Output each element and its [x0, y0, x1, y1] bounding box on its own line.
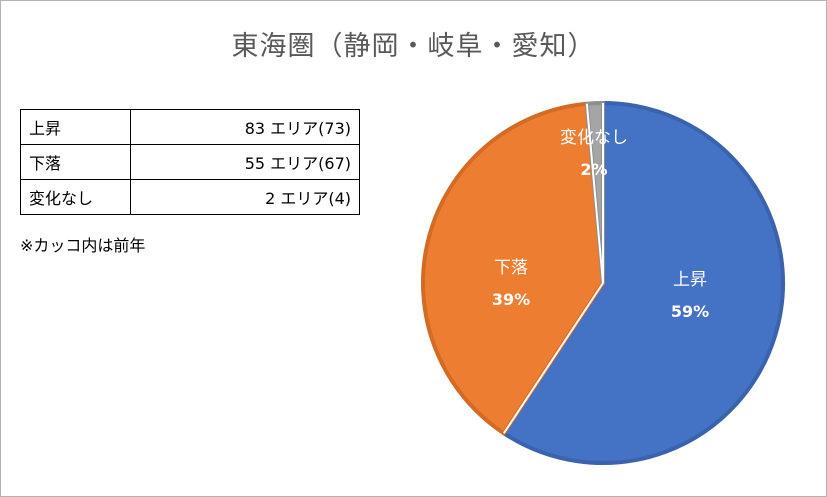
- summary-table: 上昇 83 エリア(73) 下落 55 エリア(67) 変化なし 2 エリア(4…: [20, 109, 360, 215]
- slice-label: 変化なし: [560, 128, 628, 148]
- row-value: 2 エリア(4): [130, 179, 360, 215]
- slice-percent-label: 2%: [580, 160, 607, 179]
- row-value: 83 エリア(73): [130, 109, 360, 145]
- slice-percent-label: 39%: [492, 290, 530, 309]
- slice-label: 上昇: [673, 270, 707, 290]
- slice-separator: [503, 282, 604, 434]
- table-row: 上昇 83 エリア(73): [20, 109, 360, 145]
- row-label: 変化なし: [20, 179, 131, 215]
- pie-slice: [501, 101, 785, 465]
- slice-separator: [585, 103, 604, 284]
- slice-label: 下落: [494, 258, 528, 278]
- slice-percent-label: 59%: [671, 302, 709, 321]
- chart-title: 東海圏（静岡・岐阜・愛知）: [231, 31, 596, 62]
- footnote: ※カッコ内は前年: [20, 236, 146, 255]
- table-row: 変化なし 2 エリア(4): [20, 179, 360, 215]
- row-label: 上昇: [20, 109, 131, 145]
